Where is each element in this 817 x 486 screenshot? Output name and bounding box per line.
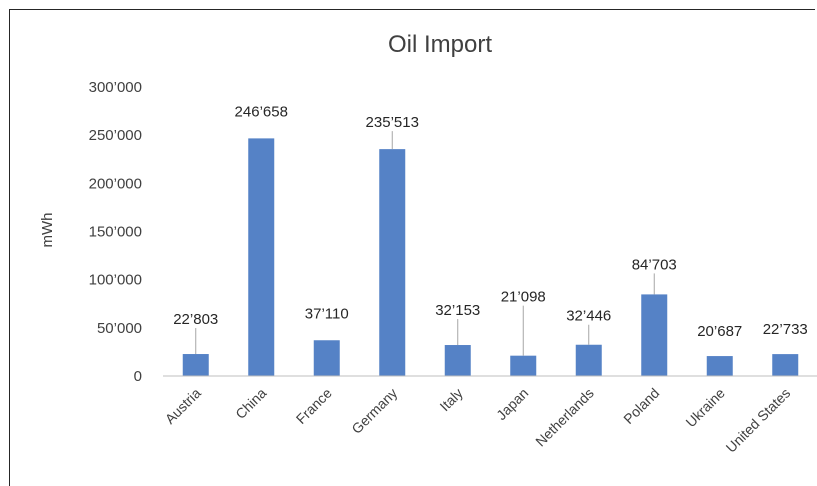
data-label: 84’703 (632, 256, 677, 273)
chart-frame (9, 9, 815, 486)
data-label: 21’098 (501, 289, 546, 306)
y-tick-label: 100’000 (89, 272, 142, 289)
chart-title: Oil Import (388, 31, 492, 58)
y-tick-label: 50’000 (97, 320, 142, 337)
bar-netherlands (575, 344, 602, 376)
x-tick-label: Italy (436, 385, 465, 414)
x-axis-labels: Austria China France Germany Italy Japan Nethe… (162, 385, 794, 456)
bar-austria (182, 354, 209, 376)
x-tick-label: Germany (348, 385, 400, 437)
bar-united-states (772, 354, 799, 376)
y-axis-ticks: 0 50’000 100’000 150’000 200’000 250’000 300’0… (89, 79, 142, 385)
data-label: 20’687 (697, 323, 742, 340)
bar-china (248, 138, 275, 376)
data-label: 22’733 (763, 321, 808, 338)
x-tick-label: Netherlands (532, 385, 597, 450)
y-tick-label: 0 (134, 368, 142, 385)
data-label: 32’153 (435, 302, 480, 319)
data-labels: 22’803 246’658 37’110 235’513 32’153 21’098 32… (173, 103, 808, 340)
data-label: 235’513 (366, 114, 419, 131)
bars (182, 138, 799, 376)
data-label: 37’110 (305, 305, 349, 322)
bar-italy (444, 345, 471, 376)
x-tick-label: China (232, 385, 269, 422)
x-tick-label: France (293, 385, 335, 427)
data-label: 32’446 (566, 308, 611, 325)
data-label: 22’803 (173, 311, 218, 328)
data-label: 246’658 (235, 103, 288, 120)
bar-ukraine (706, 356, 733, 376)
x-tick-label: Japan (493, 385, 531, 423)
y-tick-label: 300’000 (89, 79, 142, 96)
x-tick-label: United States (723, 385, 794, 456)
bar-poland (641, 294, 668, 376)
y-tick-label: 200’000 (89, 175, 142, 192)
bar-japan (510, 355, 537, 376)
x-tick-label: Ukraine (682, 385, 728, 431)
bar-france (313, 340, 340, 376)
y-tick-label: 150’000 (89, 224, 142, 241)
x-tick-label: Poland (620, 385, 662, 427)
leader-lines (195, 131, 655, 356)
y-axis-title: mWh (39, 213, 56, 248)
bar-germany (379, 149, 406, 376)
x-tick-label: Austria (162, 385, 204, 427)
y-tick-label: 250’000 (89, 127, 142, 144)
